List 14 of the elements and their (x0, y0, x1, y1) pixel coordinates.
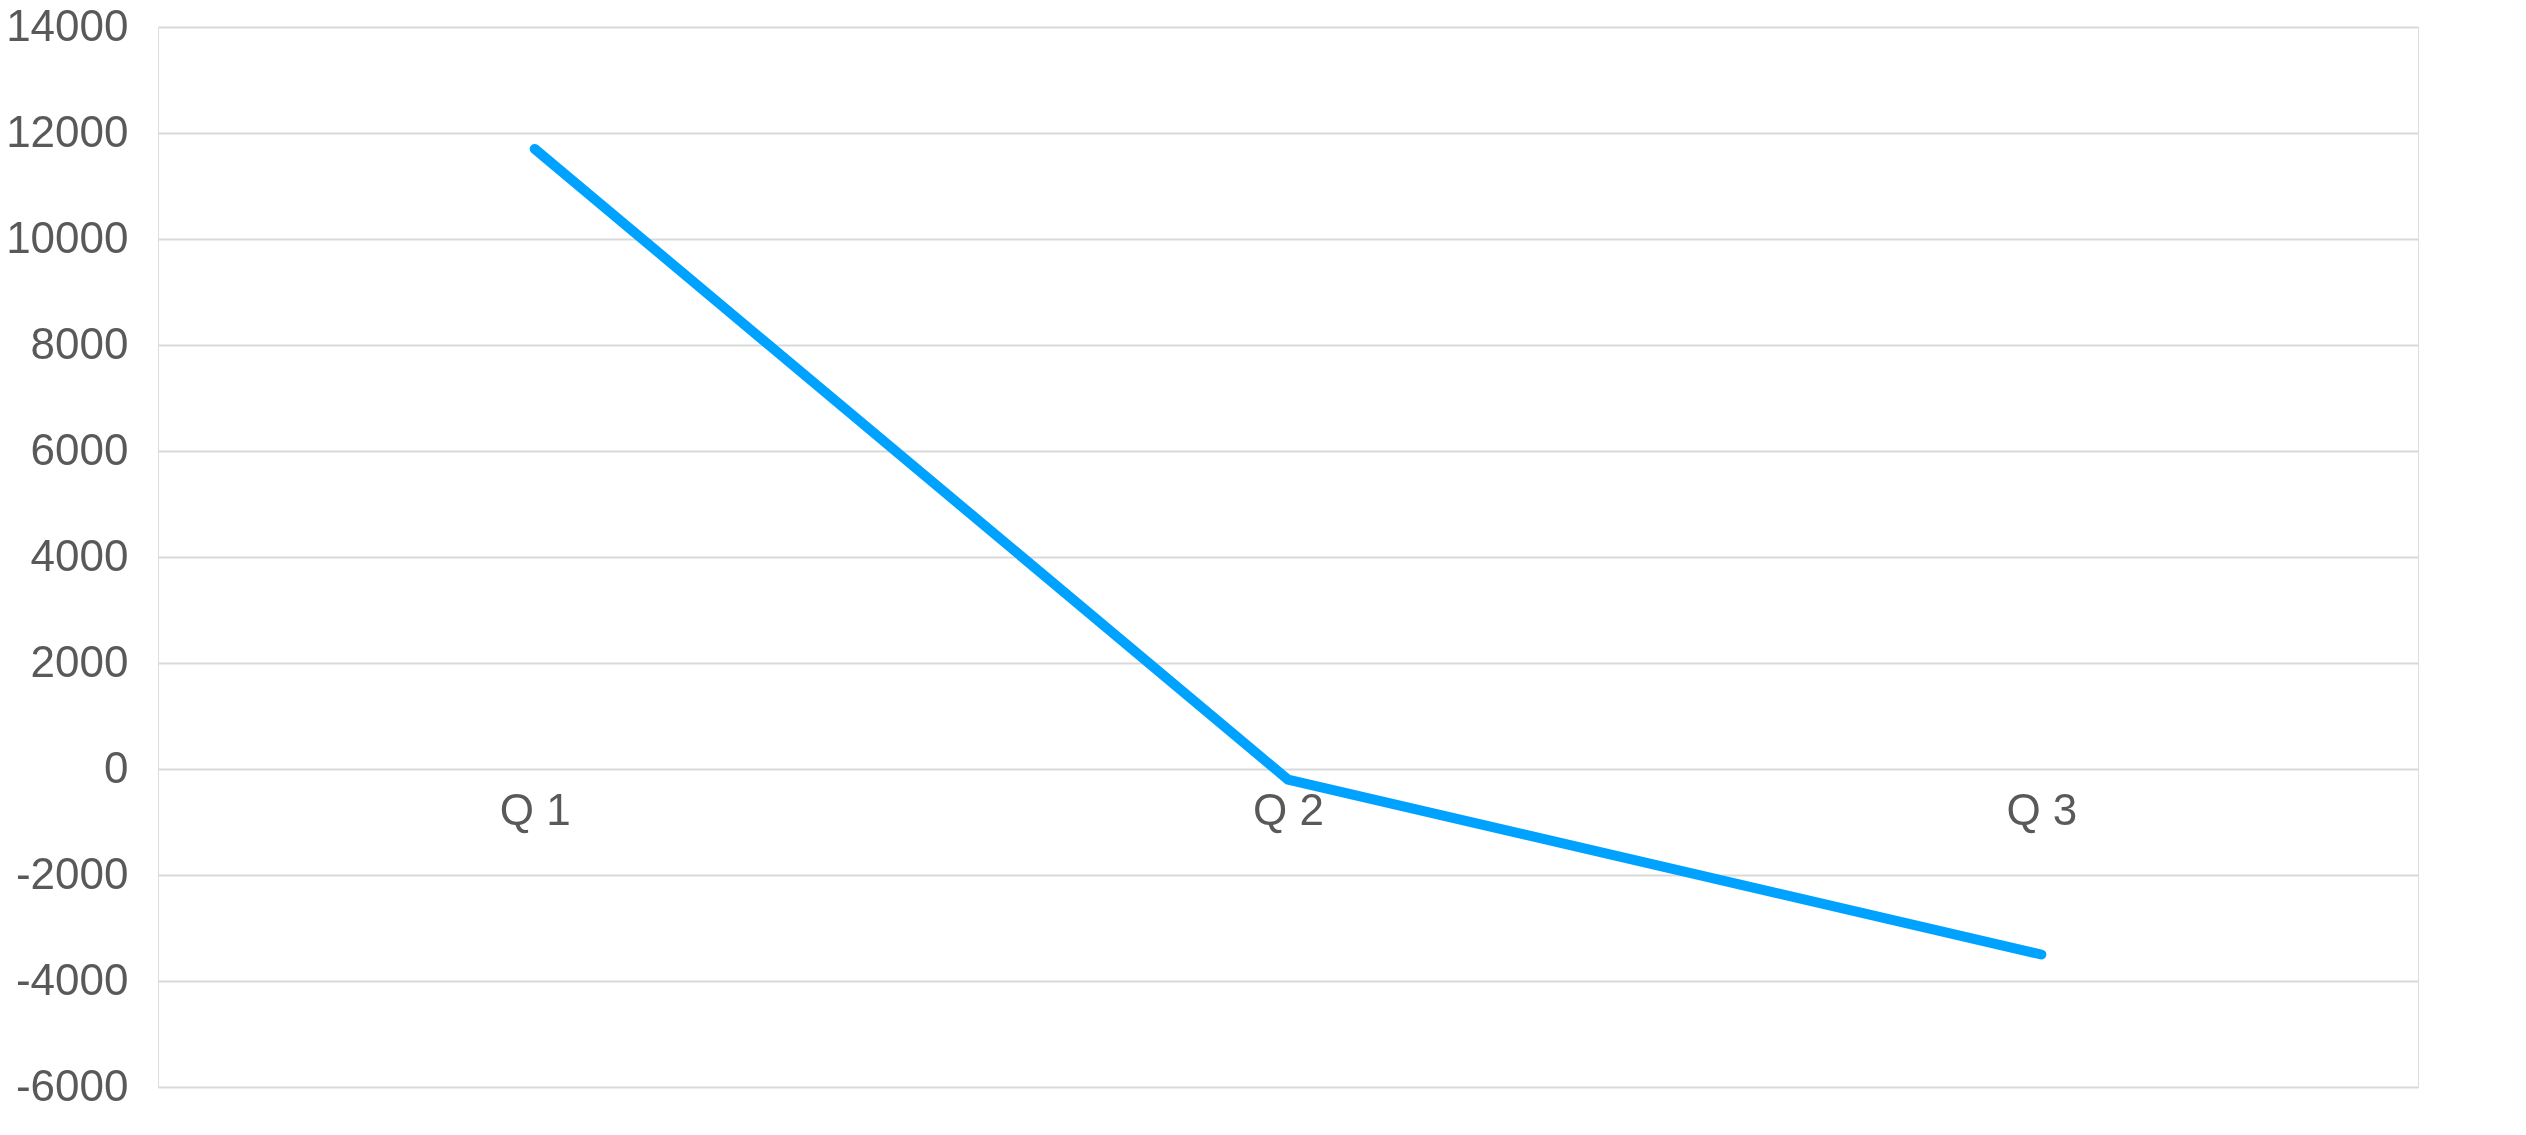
y-tick-label: 8000 (30, 318, 129, 368)
x-tick-label: Q 1 (499, 784, 571, 834)
y-tick-label: 6000 (30, 424, 129, 474)
y-tick-label: 4000 (30, 530, 129, 580)
y-tick-label: 0 (104, 742, 129, 792)
y-tick-label: -2000 (15, 848, 129, 898)
y-tick-label: 12000 (6, 106, 129, 156)
y-tick-label: -4000 (15, 954, 129, 1004)
y-tick-label: -6000 (15, 1060, 129, 1110)
y-tick-label: 10000 (6, 212, 129, 262)
x-tick-label: Q 2 (1253, 784, 1324, 834)
y-tick-label: 14000 (6, 0, 129, 50)
x-tick-label: Q 3 (2006, 784, 2078, 834)
y-tick-label: 2000 (30, 636, 129, 686)
